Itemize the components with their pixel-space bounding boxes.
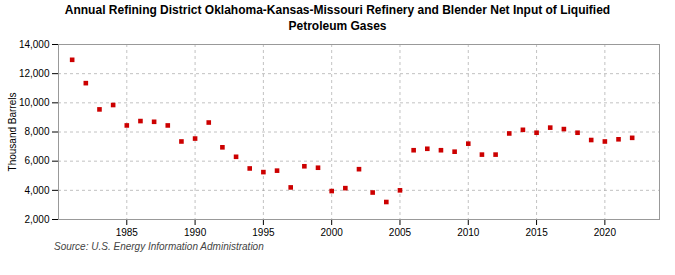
svg-text:6,000: 6,000 [24,156,49,167]
svg-text:14,000: 14,000 [19,39,50,50]
html-text:Annual Refining District Oklah: Annual Refining District Oklahoma-Kansas… [64,3,611,33]
svg-text:1985: 1985 [116,227,139,238]
svg-text:2,000: 2,000 [24,214,49,225]
svg-text:Thousand Barrels: Thousand Barrels [7,93,18,172]
svg-text:2015: 2015 [525,227,548,238]
svg-text:4,000: 4,000 [24,185,49,196]
svg-text:2005: 2005 [389,227,412,238]
svg-text:12,000: 12,000 [19,68,50,79]
svg-text:2020: 2020 [594,227,617,238]
html-text:Source: U.S. Energy Informatio: Source: U.S. Energy Information Administ… [54,241,264,253]
svg-text:8,000: 8,000 [24,126,49,137]
svg-text:10,000: 10,000 [19,97,50,108]
svg-text:2010: 2010 [457,227,480,238]
svg-text:1995: 1995 [252,227,275,238]
svg-text:2000: 2000 [321,227,344,238]
svg-text:1990: 1990 [184,227,207,238]
